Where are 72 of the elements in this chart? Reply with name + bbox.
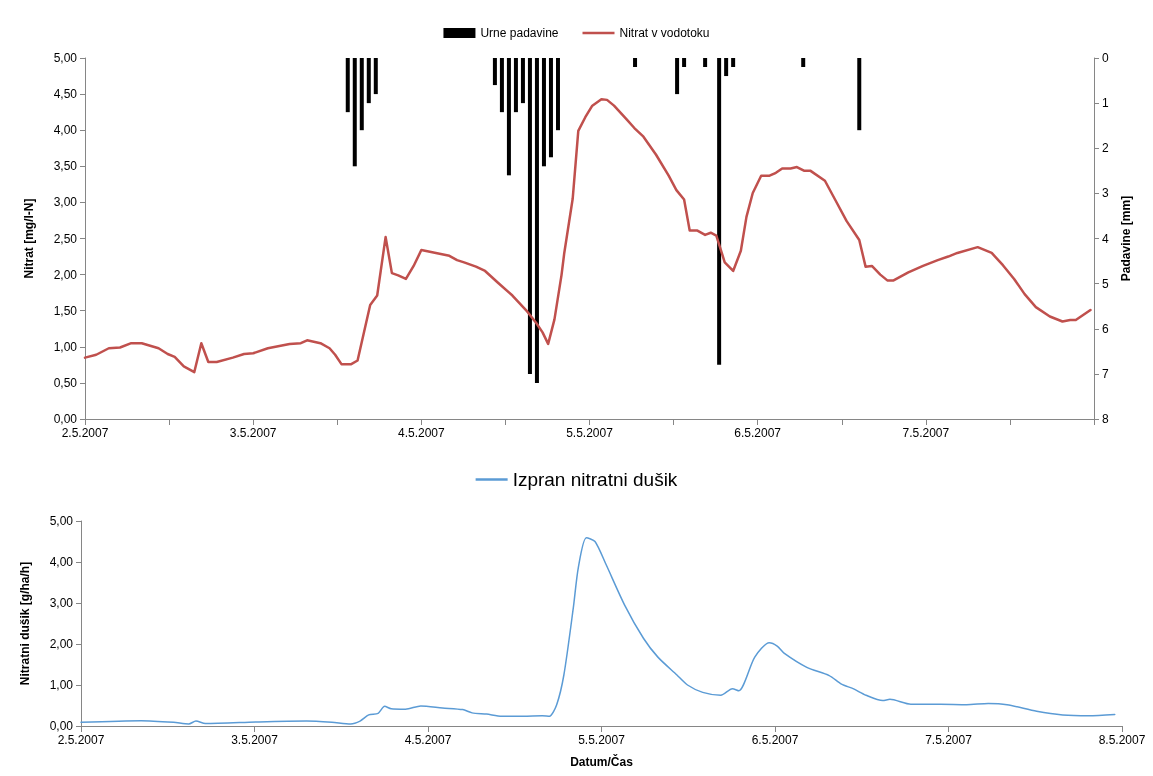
x-tick-label: 7.5.2007 xyxy=(902,426,950,440)
y2-tick-label: 0 xyxy=(1102,51,1109,65)
y-tick-label: 1,00 xyxy=(49,678,74,692)
bar xyxy=(633,58,638,68)
y2-tick-label: 2 xyxy=(1102,141,1109,156)
y2-axis-title: Padavine [mm] xyxy=(1118,195,1133,282)
line-series xyxy=(80,537,1116,725)
y-tick-label: 2,50 xyxy=(53,231,78,246)
y-tick-label: 1,50 xyxy=(53,303,78,318)
y-tick-label: 0,50 xyxy=(53,375,78,390)
x-tick-label: 5.5.2007 xyxy=(566,426,614,440)
x-tick-label: 6.5.2007 xyxy=(734,426,782,440)
bar xyxy=(801,58,806,68)
bar xyxy=(345,58,350,113)
y-tick-label: 4,50 xyxy=(53,87,78,102)
line-series xyxy=(83,97,1092,374)
y2-tick-label: 7 xyxy=(1102,366,1109,381)
y2-tick-label: 8 xyxy=(1102,412,1109,426)
bar xyxy=(541,58,546,167)
y2-tick-label: 5 xyxy=(1102,276,1109,291)
y-tick-label: 2,00 xyxy=(49,637,74,651)
bar xyxy=(534,58,539,383)
y-tick-label: 4,00 xyxy=(49,555,74,569)
y-axis-title: Nitratni dušik [g/ha/h] xyxy=(18,561,32,686)
bar xyxy=(857,58,862,131)
legend-label: Nitrat v vodotoku xyxy=(619,26,710,40)
bar xyxy=(682,58,687,68)
legend-label: Urne padavine xyxy=(480,26,559,40)
x-tick-label: 4.5.2007 xyxy=(404,733,452,747)
x-tick-label: 4.5.2007 xyxy=(397,426,446,440)
y2-tick-label: 1 xyxy=(1102,96,1109,111)
y-tick-label: 4,00 xyxy=(53,123,78,138)
x-tick-label: 5.5.2007 xyxy=(578,733,626,747)
y-tick-label: 5,00 xyxy=(53,51,78,65)
bar xyxy=(703,58,708,68)
bar xyxy=(675,58,680,95)
bar xyxy=(717,58,722,365)
bar xyxy=(724,58,729,77)
bar xyxy=(520,58,525,104)
y-tick-label: 0,00 xyxy=(53,412,78,426)
bar xyxy=(548,58,553,158)
bar xyxy=(555,58,560,131)
x-tick-label: 7.5.2007 xyxy=(925,733,973,747)
bar xyxy=(506,58,511,176)
x-tick-label: 2.5.2007 xyxy=(57,733,105,747)
y2-tick-label: 3 xyxy=(1102,186,1109,201)
y2-tick-label: 6 xyxy=(1102,321,1109,336)
y-axis-title: Nitrat [mg/l-N] xyxy=(22,198,36,279)
y-tick-label: 2,00 xyxy=(53,267,78,282)
y-tick-label: 3,00 xyxy=(49,596,74,610)
x-tick-label: 8.5.2007 xyxy=(1098,733,1146,747)
x-tick-label: 2.5.2007 xyxy=(61,426,109,440)
bar xyxy=(499,58,504,113)
bar xyxy=(352,58,357,167)
bar xyxy=(492,58,497,86)
bar xyxy=(731,58,736,68)
bar xyxy=(359,58,364,131)
x-tick-label: 3.5.2007 xyxy=(229,426,277,440)
bar xyxy=(366,58,371,104)
y-tick-label: 3,00 xyxy=(53,195,78,210)
y-tick-label: 3,50 xyxy=(53,159,78,174)
x-tick-label: 6.5.2007 xyxy=(751,733,799,747)
x-axis-title: Datum/Čas xyxy=(570,754,634,769)
bar xyxy=(373,58,378,95)
y2-tick-label: 4 xyxy=(1102,231,1109,246)
x-tick-label: 3.5.2007 xyxy=(231,733,279,747)
y-tick-label: 5,00 xyxy=(49,514,74,528)
legend-label: Izpran nitratni dušik xyxy=(512,469,678,490)
y-tick-label: 0,00 xyxy=(49,719,74,733)
bar xyxy=(527,58,532,374)
bar xyxy=(513,58,518,113)
y-tick-label: 1,00 xyxy=(53,339,78,354)
